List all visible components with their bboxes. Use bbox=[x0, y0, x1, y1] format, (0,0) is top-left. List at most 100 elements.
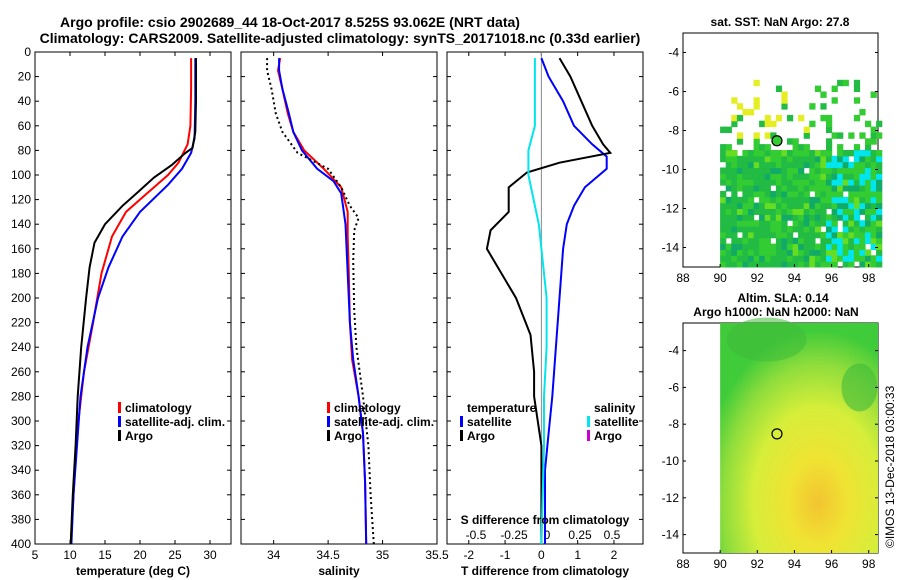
sst-cell bbox=[803, 243, 810, 250]
sst-cell bbox=[876, 120, 883, 128]
map-y-tick-label: -6 bbox=[668, 85, 679, 99]
sst-cell bbox=[848, 150, 855, 157]
sst-cell bbox=[826, 114, 833, 122]
sst-cell bbox=[848, 161, 855, 169]
sst-cell bbox=[736, 161, 744, 169]
sst-cell bbox=[764, 208, 771, 215]
sst-cell bbox=[865, 220, 872, 227]
sst-cell bbox=[742, 196, 749, 204]
sst-cell bbox=[753, 243, 760, 250]
sst-cell bbox=[853, 179, 861, 186]
sst-cell bbox=[720, 202, 727, 209]
sst-cell bbox=[775, 226, 783, 233]
sst-cell bbox=[748, 179, 755, 186]
sst-cell bbox=[803, 208, 810, 215]
sst-cell bbox=[876, 214, 883, 221]
sst-cell bbox=[753, 173, 760, 180]
sst-cell bbox=[876, 155, 883, 163]
sst-cell bbox=[809, 231, 816, 239]
sst-cell bbox=[859, 161, 866, 169]
sst-cell bbox=[865, 120, 872, 128]
sst-cell bbox=[775, 196, 783, 204]
sst-cell bbox=[859, 173, 866, 180]
y-tick-label: 400 bbox=[11, 537, 31, 551]
sst-cell bbox=[759, 161, 766, 169]
sst-cell bbox=[842, 237, 849, 245]
sst-cell bbox=[803, 261, 810, 268]
legend-satellite-label: satellite bbox=[467, 415, 512, 429]
sst-cell bbox=[870, 226, 877, 233]
sst-cell bbox=[775, 85, 783, 92]
sst-cell bbox=[814, 155, 822, 163]
sst-cell bbox=[770, 208, 777, 215]
sst-cell bbox=[736, 173, 744, 180]
sst-cell bbox=[792, 161, 799, 169]
sst-cell bbox=[870, 138, 877, 145]
sst-cell bbox=[803, 185, 810, 192]
sst-cell bbox=[865, 255, 872, 262]
sst-cell bbox=[742, 190, 749, 198]
sst-cell bbox=[759, 155, 766, 163]
sst-cell bbox=[787, 196, 794, 204]
temperature-panel-frame bbox=[34, 51, 232, 545]
sst-cell bbox=[720, 150, 727, 157]
sst-cell bbox=[831, 220, 838, 227]
sst-cell bbox=[731, 120, 738, 128]
sst-cell bbox=[742, 237, 749, 245]
sst-cell bbox=[742, 161, 749, 169]
sst-cell bbox=[792, 150, 799, 157]
sst-cell bbox=[848, 231, 855, 239]
difference-legend-temperature: temperature satellite Argo bbox=[460, 401, 537, 443]
sst-cell bbox=[720, 214, 727, 221]
map-x-tick-label: 90 bbox=[713, 271, 727, 285]
sst-cell bbox=[759, 190, 766, 198]
sst-cell bbox=[859, 109, 866, 116]
sst-cell bbox=[837, 144, 844, 151]
legend-satellite-label: satellite-adj. clim. bbox=[334, 415, 434, 429]
sst-cell bbox=[720, 196, 727, 204]
sst-cell bbox=[820, 249, 827, 256]
sst-cell bbox=[809, 208, 816, 215]
sst-cell bbox=[870, 196, 877, 204]
sst-cell bbox=[798, 190, 805, 198]
sst-cell bbox=[848, 132, 855, 139]
x-tick-label: 34 bbox=[267, 548, 281, 562]
sst-cell bbox=[792, 208, 799, 215]
sst-cell bbox=[842, 179, 849, 186]
sst-cell bbox=[848, 214, 855, 221]
sst-cell bbox=[781, 161, 788, 169]
sst-cell bbox=[764, 132, 771, 139]
sst-cell bbox=[742, 231, 749, 239]
sst-cell bbox=[853, 231, 861, 239]
sst-cell bbox=[876, 208, 883, 215]
sst-cell bbox=[759, 226, 766, 233]
sst-cell bbox=[736, 155, 744, 163]
y-tick-label: 180 bbox=[11, 266, 31, 280]
sst-cell bbox=[809, 243, 816, 250]
sst-cell bbox=[831, 161, 838, 169]
legend-argo-label: Argo bbox=[467, 429, 495, 443]
sst-cell bbox=[781, 190, 788, 198]
sla-low-region bbox=[726, 317, 807, 362]
sst-cell bbox=[725, 126, 732, 133]
sst-cell bbox=[842, 185, 849, 192]
sst-cell bbox=[748, 155, 755, 163]
sst-cell bbox=[870, 202, 877, 209]
x-tick-label: 15 bbox=[98, 548, 112, 562]
y-tick-label: 200 bbox=[11, 291, 31, 305]
sst-cell bbox=[876, 249, 883, 256]
y-tick-label: 380 bbox=[11, 512, 31, 526]
sst-cell bbox=[753, 249, 760, 256]
legend-climatology-label: climatology bbox=[125, 401, 192, 415]
map-x-tick-label: 96 bbox=[825, 271, 839, 285]
sst-cell bbox=[831, 249, 838, 256]
sst-cell bbox=[781, 249, 788, 256]
sst-cell bbox=[837, 231, 844, 239]
sst-cell bbox=[865, 190, 872, 198]
x-tick-label: 30 bbox=[203, 548, 217, 562]
sst-cell bbox=[770, 243, 777, 250]
sst-cell bbox=[759, 214, 766, 221]
sst-cell bbox=[814, 220, 822, 227]
sst-cell bbox=[731, 185, 738, 192]
sst-cell bbox=[720, 237, 727, 245]
